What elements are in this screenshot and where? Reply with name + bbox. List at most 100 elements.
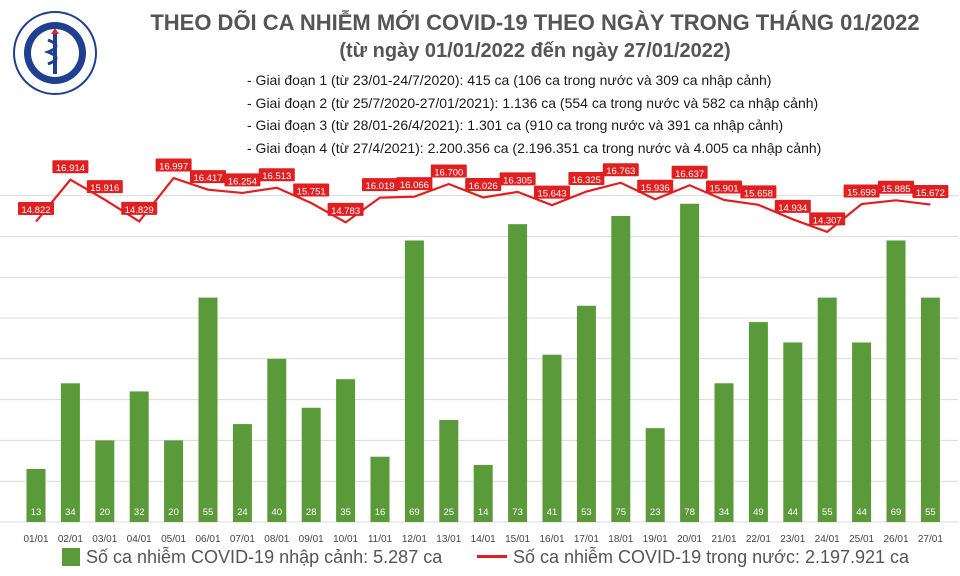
- line-label-box: [534, 185, 570, 199]
- x-tick-label: 11/01: [368, 534, 393, 545]
- line-label-box: [396, 177, 433, 191]
- legend-bar-item: Số ca nhiễm COVID-19 nhập cảnh: 5.287 ca: [62, 547, 442, 567]
- bar-imported-13/01: [439, 420, 459, 522]
- x-tick-label: 24/01: [815, 534, 840, 545]
- x-tick-label: 21/01: [711, 534, 736, 545]
- line-label-box: [224, 173, 261, 187]
- line-label-box: [86, 180, 123, 194]
- line-label: 15.658: [744, 188, 773, 199]
- line-label: 15.936: [641, 183, 670, 194]
- bar-label: 44: [856, 507, 867, 518]
- x-tick-label: 27/01: [918, 534, 943, 545]
- bar-label: 73: [512, 507, 523, 518]
- x-tick-label: 09/01: [299, 534, 324, 545]
- line-label-box: [155, 158, 192, 172]
- bar-imported-26/01: [886, 240, 906, 523]
- line-label-box: [52, 160, 89, 174]
- bar-imported-01/01: [26, 468, 46, 522]
- bar-label: 69: [891, 507, 902, 518]
- line-label-box: [740, 185, 777, 199]
- line-label-box: [671, 165, 708, 179]
- x-tick-label: 02/01: [58, 534, 83, 545]
- line-label-box: [843, 184, 880, 198]
- line-label: 14.307: [813, 215, 842, 226]
- x-tick-label: 08/01: [264, 534, 289, 545]
- bar-label: 35: [340, 507, 351, 518]
- x-tick-label: 01/01: [23, 534, 48, 545]
- line-label: 15.699: [847, 188, 876, 199]
- line-label: 16.637: [675, 169, 704, 180]
- line-label-box: [362, 178, 398, 192]
- line-label: 16.325: [572, 175, 601, 186]
- chart-title: THEO DÕI CA NHIỄM MỚI COVID-19 THEO NGÀY…: [150, 10, 920, 35]
- line-label: 16.763: [606, 166, 635, 177]
- stage-1-text: - Giai đoạn 1 (từ 23/01-24/7/2020): 415 …: [247, 72, 772, 88]
- bar-label: 78: [684, 507, 695, 518]
- line-label-box: [293, 183, 330, 197]
- legend-line-item: Số ca nhiễm COVID-19 trong nước: 2.197.9…: [477, 547, 909, 568]
- bar-imported-27/01: [920, 297, 940, 522]
- bar-imported-08/01: [267, 358, 287, 522]
- legend-bar-label: Số ca nhiễm COVID-19 nhập cảnh: 5.287 ca: [86, 547, 443, 567]
- line-label: 16.417: [193, 173, 222, 184]
- line-label: 14.829: [125, 205, 154, 216]
- bar-label: 41: [547, 507, 558, 518]
- line-label-box: [912, 185, 949, 199]
- line-label: 15.751: [297, 186, 326, 197]
- bar-label: 14: [478, 507, 489, 518]
- line-label: 16.914: [56, 163, 85, 174]
- line-label: 16.026: [469, 181, 498, 192]
- line-label-box: [637, 179, 674, 193]
- bar-label: 44: [788, 507, 799, 518]
- line-label-box: [18, 202, 54, 216]
- x-tick-label: 19/01: [643, 534, 668, 545]
- x-tick-label: 05/01: [161, 534, 186, 545]
- bar-imported-04/01: [129, 391, 149, 522]
- bar-label: 49: [753, 507, 764, 518]
- bar-label: 20: [168, 507, 179, 518]
- line-label: 14.822: [21, 205, 50, 216]
- line-label-box: [327, 202, 364, 216]
- bar-imported-18/01: [611, 216, 631, 522]
- line-label-box: [121, 201, 158, 215]
- bar-label: 40: [272, 507, 283, 518]
- line-label: 15.916: [90, 183, 119, 194]
- bar-label: 75: [616, 507, 627, 518]
- stage-4-text: - Giai đoạn 4 (từ 27/4/2021): 2.200.356 …: [247, 139, 822, 156]
- line-label-box: [706, 180, 742, 194]
- line-label: 16.513: [262, 171, 291, 182]
- x-tick-label: 10/01: [333, 534, 358, 545]
- bar-label: 55: [203, 507, 214, 518]
- bar-imported-12/01: [404, 240, 424, 523]
- line-label-box: [430, 164, 467, 178]
- line-label: 15.901: [709, 183, 738, 194]
- bar-imported-20/01: [680, 203, 700, 522]
- bar-label: 34: [65, 507, 76, 518]
- bar-imported-25/01: [852, 342, 872, 522]
- bar-imported-03/01: [95, 440, 115, 522]
- stage-3-text: - Giai đoạn 3 (từ 28/01-26/4/2021): 1.30…: [247, 117, 784, 133]
- line-label: 14.934: [778, 203, 807, 214]
- x-tick-label: 20/01: [677, 534, 702, 545]
- line-label-box: [809, 212, 846, 226]
- line-label-box: [258, 168, 295, 182]
- bar-label: 20: [100, 507, 111, 518]
- line-label: 15.672: [916, 188, 945, 199]
- line-label-box: [568, 172, 605, 185]
- bar-label: 24: [237, 507, 248, 518]
- line-label: 16.019: [365, 181, 394, 192]
- x-tick-label: 16/01: [539, 534, 564, 545]
- x-tick-label: 25/01: [849, 534, 874, 545]
- line-label: 16.997: [159, 162, 188, 173]
- line-label-box: [499, 172, 536, 186]
- x-tick-label: 23/01: [780, 534, 805, 545]
- bar-imported-22/01: [748, 322, 768, 522]
- x-tick-label: 17/01: [574, 534, 599, 545]
- bar-label: 32: [134, 507, 145, 518]
- bar-imported-16/01: [542, 354, 562, 522]
- line-label-box: [190, 170, 226, 184]
- line-label: 16.305: [503, 175, 532, 186]
- bar-imported-06/01: [198, 297, 218, 522]
- bar-imported-15/01: [508, 224, 528, 522]
